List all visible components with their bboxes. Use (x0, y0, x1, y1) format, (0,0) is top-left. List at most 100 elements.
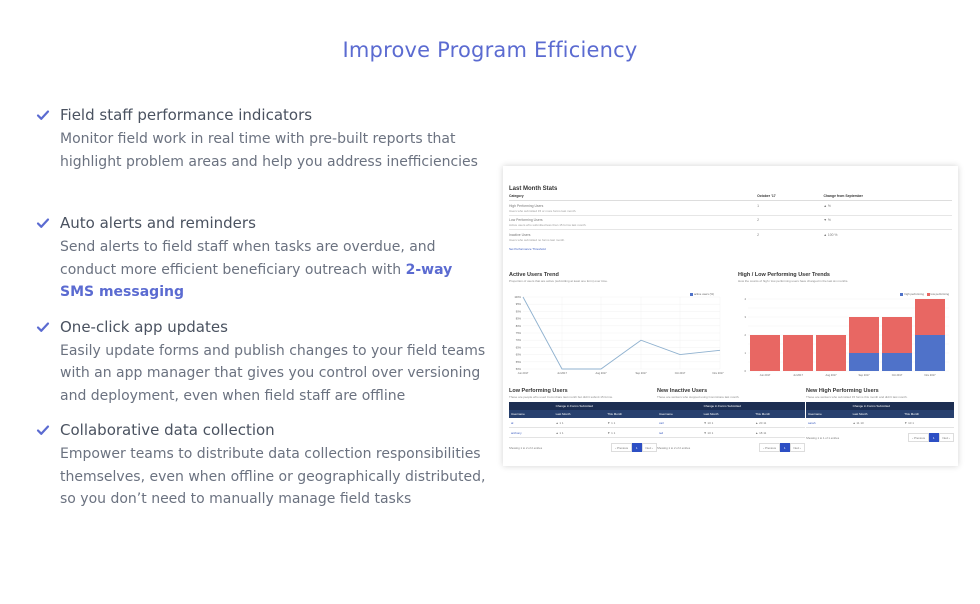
change-cell: ▼ % (823, 215, 952, 230)
username-link[interactable]: al (509, 418, 554, 428)
feature-item: Collaborative data collection Empower te… (36, 420, 486, 511)
feature-item: Field staff performance indicators Monit… (36, 105, 486, 173)
col-header[interactable]: This Month (902, 410, 954, 418)
new-inactive-users-panel: New Inactive Users These are workers who… (657, 388, 805, 452)
svg-text:Oct 2017: Oct 2017 (675, 371, 686, 375)
col-header[interactable]: Last Month (850, 410, 903, 418)
feature-description: Easily update forms and publish changes … (60, 342, 486, 404)
this-month-cell: ▼ 1 1 (605, 427, 657, 438)
svg-text:Aug 2017: Aug 2017 (825, 373, 837, 377)
svg-text:85%: 85% (516, 317, 522, 321)
feature-item: Auto alerts and reminders Send alerts to… (36, 213, 486, 304)
previous-button[interactable]: ‹ Previous (759, 443, 780, 452)
check-icon (36, 110, 50, 120)
previous-button[interactable]: ‹ Previous (611, 443, 632, 452)
svg-text:95%: 95% (516, 302, 522, 306)
table-row: carl ▼ 10 1 ▲ 20 11 (657, 418, 805, 428)
col-header[interactable]: This Month (753, 410, 805, 418)
feature-description: Empower teams to distribute data collect… (60, 446, 486, 507)
this-month-cell: ▼ 10 1 (902, 418, 954, 428)
check-icon (36, 218, 50, 228)
username-link[interactable]: anthony (509, 427, 554, 438)
active-users-line-chart: 100% 95% 90% 85% 80% 75% 70% 65% 60% 55% 50% Jun 2… (514, 295, 724, 375)
value-cell: 2 (757, 232, 759, 237)
svg-text:Sep 2017: Sep 2017 (635, 371, 647, 375)
col-header[interactable]: Last Month (701, 410, 754, 418)
pagination: ‹ Previous 1 Next › (908, 433, 954, 442)
category-label: Low Performing Users (509, 218, 543, 222)
next-button[interactable]: Next › (641, 443, 657, 452)
svg-text:1: 1 (745, 351, 747, 355)
col-header: Category (509, 192, 758, 201)
chart-description: Proportion of users that are active (sub… (509, 279, 608, 283)
category-label: High Performing Users (509, 203, 544, 208)
category-label: Inactive Users (509, 232, 531, 237)
change-cell: ▲ 100 % (823, 232, 838, 237)
value-cell: 1 (757, 200, 824, 216)
table-row: Inactive Users Users who submitted no for… (509, 230, 952, 244)
username-link[interactable]: carl (657, 418, 702, 428)
table-info: Showing 1 to 2 of 2 entries (657, 445, 691, 450)
chart-description: How the counts of high / low performing … (738, 279, 849, 283)
chart-title: High / Low Performing User Trends (738, 272, 830, 278)
check-icon (36, 321, 50, 332)
stats-table: Category October '17 Change from Septemb… (509, 192, 952, 244)
set-threshold-link[interactable]: Set Performance Threshold (509, 246, 546, 251)
col-header[interactable]: Username (657, 410, 702, 418)
col-header: October '17 (757, 192, 824, 201)
category-sub: Users who submitted no forms last month. (509, 237, 566, 242)
svg-text:Nov 2017: Nov 2017 (712, 371, 724, 375)
col-header[interactable]: Username (509, 410, 554, 418)
svg-text:Nov 2017: Nov 2017 (924, 373, 936, 377)
next-button[interactable]: Next › (789, 443, 805, 452)
svg-text:4: 4 (745, 297, 747, 301)
last-month-cell: ▲ 1 1 (553, 418, 606, 428)
feature-title: Auto alerts and reminders (60, 214, 256, 232)
group-header: Change in Forms Submitted (850, 402, 954, 410)
page-title: Improve Program Efficiency (342, 38, 638, 62)
page-1-button[interactable]: 1 (631, 443, 642, 452)
svg-text:75%: 75% (516, 331, 522, 335)
table-row: anthony ▲ 1 1 ▼ 1 1 (509, 427, 657, 438)
col-header[interactable]: Last Month (553, 410, 606, 418)
last-month-stats-title: Last Month Stats (509, 186, 558, 192)
sms-messaging-link[interactable]: 2-way SMS messaging (60, 261, 453, 301)
svg-text:70%: 70% (516, 338, 522, 342)
page-1-button[interactable]: 1 (928, 433, 939, 442)
feature-description-text: Send alerts to field staff when tasks ar… (60, 239, 436, 278)
this-month-cell: ▲ 18 11 (753, 427, 805, 438)
table-description: These are people who used CommCare last … (509, 395, 613, 399)
feature-item: One-click app updates Easily update form… (36, 317, 486, 408)
table-row: al ▲ 1 1 ▼ 1 1 (509, 418, 657, 428)
username-link[interactable]: ted (657, 427, 702, 438)
this-month-cell: ▲ 20 11 (753, 418, 805, 428)
table-row: sarah ▲ 11 10 ▼ 10 1 (806, 418, 954, 428)
svg-text:100%: 100% (514, 295, 521, 299)
svg-text:60%: 60% (516, 353, 522, 357)
username-link[interactable]: sarah (806, 418, 851, 428)
next-button[interactable]: Next › (938, 433, 954, 442)
table-title: New Inactive Users (657, 388, 708, 394)
svg-text:2: 2 (745, 333, 747, 337)
feature-list: Field staff performance indicators Monit… (36, 105, 486, 511)
svg-text:Jun 2017: Jun 2017 (760, 373, 771, 377)
svg-text:80%: 80% (516, 324, 522, 328)
page-1-button[interactable]: 1 (779, 443, 790, 452)
last-month-stats: Last Month Stats Category October '17 Ch… (509, 186, 952, 251)
users-table: Change in Forms Submitted Username Last M… (509, 402, 657, 438)
svg-text:Sep 2017: Sep 2017 (858, 373, 870, 377)
active-users-trend-panel: Active Users Trend Proportion of users t… (509, 272, 724, 380)
previous-button[interactable]: ‹ Previous (908, 433, 929, 442)
table-info: Showing 1 to 2 of 2 entries (509, 445, 543, 450)
group-header: Change in Forms Submitted (701, 402, 805, 410)
feature-title: Collaborative data collection (60, 421, 275, 439)
dashboard-screenshot: Last Month Stats Category October '17 Ch… (503, 166, 958, 466)
svg-text:Aug 2017: Aug 2017 (595, 371, 607, 375)
table-title: Low Performing Users (509, 388, 568, 394)
col-header[interactable]: This Month (605, 410, 657, 418)
pagination: ‹ Previous 1 Next › (611, 443, 657, 452)
last-month-cell: ▼ 10 1 (701, 418, 754, 428)
col-header[interactable]: Username (806, 410, 851, 418)
col-header: Change from September (823, 192, 952, 201)
new-high-performing-users-panel: New High Performing Users These are work… (806, 388, 954, 442)
